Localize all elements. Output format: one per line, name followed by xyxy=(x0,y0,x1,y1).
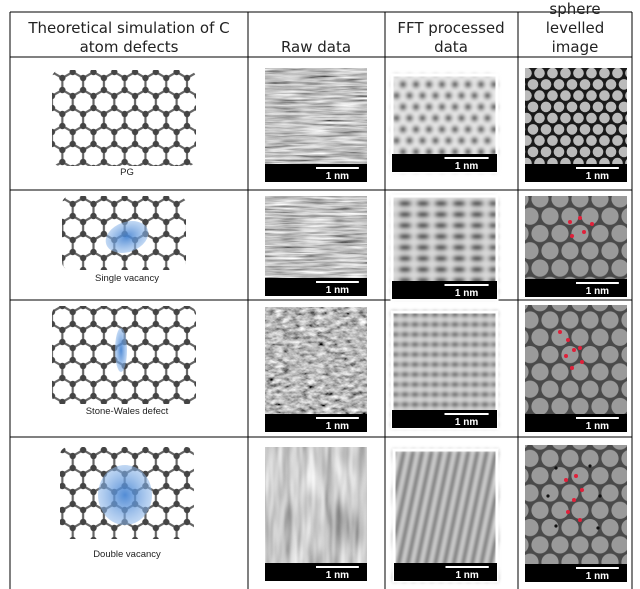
raw-image xyxy=(265,307,367,432)
neighbor-marker xyxy=(596,526,599,529)
defect-marker xyxy=(572,498,576,502)
scale-bar-strip xyxy=(394,563,497,581)
defect-marker xyxy=(558,330,562,334)
defect-marker xyxy=(566,510,570,514)
defect-marker xyxy=(578,346,582,350)
neighbor-marker xyxy=(588,464,591,467)
table-row: PG 1 nm 1 nm 1 nm xyxy=(52,68,627,182)
page: Theoretical simulation of Catom defects R… xyxy=(0,0,640,589)
scale-bar-strip xyxy=(525,164,627,182)
scale-bar-label: 1 nm xyxy=(455,288,478,299)
column-header: Revolvespherelevelledimage xyxy=(545,0,604,56)
defect-marker xyxy=(578,216,582,220)
neighbor-marker xyxy=(554,466,557,469)
neighbor-marker xyxy=(546,494,549,497)
row-label: Single vacancy xyxy=(95,273,159,284)
defect-marker xyxy=(572,348,576,352)
header-line: atom defects xyxy=(80,38,179,56)
scale-bar-label: 1 nm xyxy=(455,417,478,428)
header-line: Theoretical simulation of C xyxy=(27,19,229,37)
scale-bar-strip xyxy=(392,154,497,172)
neighbor-marker xyxy=(554,524,557,527)
header-line: FFT processed xyxy=(397,19,504,37)
scale-bar-strip xyxy=(525,279,627,297)
scale-bar-strip xyxy=(265,414,367,432)
scale-bar-label: 1 nm xyxy=(455,161,478,172)
table-row: Double vacancy 1 nm 1 nm 1 nm xyxy=(60,445,627,582)
levelled-image xyxy=(525,305,627,432)
defect-marker xyxy=(574,474,578,478)
header-line: levelled xyxy=(546,19,605,37)
defect-marker xyxy=(564,478,568,482)
table-row: Stone-Wales defect 1 nm 1 nm 1 nm xyxy=(52,305,627,432)
scale-bar-label: 1 nm xyxy=(586,421,609,432)
scale-bar-strip xyxy=(265,563,367,581)
defect-marker xyxy=(580,488,584,492)
row-label: Double vacancy xyxy=(93,549,161,560)
header-line: sphere xyxy=(549,0,600,18)
defect-marker xyxy=(578,518,582,522)
scale-bar-strip xyxy=(525,564,627,582)
table-row: Single vacancy 1 nm 1 nm 1 nm xyxy=(62,196,627,299)
scale-bar-label: 1 nm xyxy=(326,285,349,296)
graphene-lattice xyxy=(52,70,196,166)
raw-image xyxy=(265,447,367,581)
defect-marker xyxy=(570,366,574,370)
scale-bar-strip xyxy=(265,164,367,182)
fft-image xyxy=(394,450,497,581)
scale-bar-label: 1 nm xyxy=(586,571,609,582)
defect-marker xyxy=(568,220,572,224)
scale-bar-label: 1 nm xyxy=(326,570,349,581)
defect-marker xyxy=(580,360,584,364)
defect-highlight xyxy=(98,465,152,525)
column-header: Raw data xyxy=(281,38,351,56)
scale-bar-strip xyxy=(392,281,497,299)
levelled-image xyxy=(525,445,627,582)
defect-marker xyxy=(564,354,568,358)
row-label: PG xyxy=(120,167,134,178)
table-body: PG 1 nm 1 nm 1 nm Single vacancy 1 nm 1 nm 1 nm… xyxy=(52,68,627,582)
scale-bar-strip xyxy=(392,410,497,428)
scale-bar-label: 1 nm xyxy=(586,171,609,182)
header-line: data xyxy=(434,38,468,56)
figure-table: Theoretical simulation of Catom defects R… xyxy=(0,0,640,589)
scale-bar-label: 1 nm xyxy=(326,171,349,182)
scale-bar-strip xyxy=(525,414,627,432)
header-line: image xyxy=(552,38,599,56)
neighbor-marker xyxy=(598,494,601,497)
defect-marker xyxy=(570,234,574,238)
defect-marker xyxy=(582,230,586,234)
defect-marker xyxy=(566,338,570,342)
scale-bar-strip xyxy=(265,278,367,296)
scale-bar-label: 1 nm xyxy=(326,421,349,432)
header-line: Raw data xyxy=(281,38,351,56)
defect-marker xyxy=(590,222,594,226)
scale-bar-label: 1 nm xyxy=(455,570,478,581)
defect-highlight xyxy=(115,328,127,372)
scale-bar-label: 1 nm xyxy=(586,286,609,297)
row-label: Stone-Wales defect xyxy=(86,406,169,417)
